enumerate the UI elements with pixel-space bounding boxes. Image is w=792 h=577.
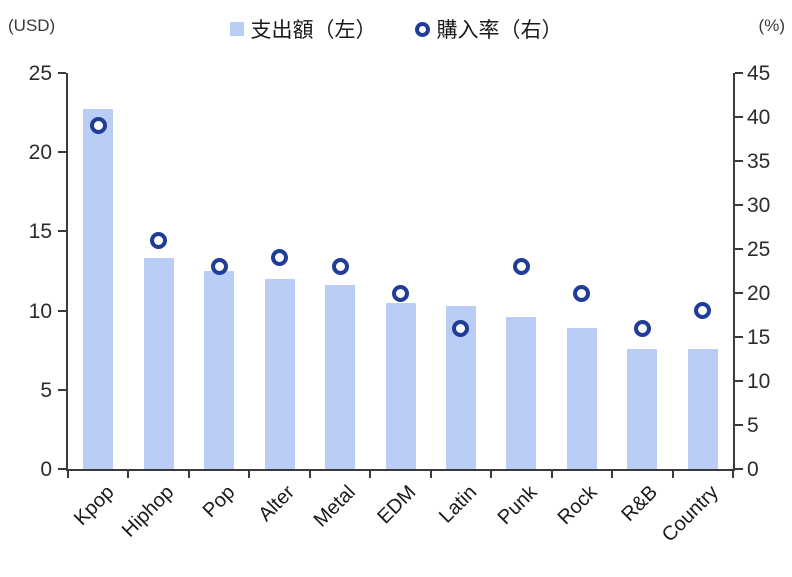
y-tick-label-right-45: 45	[747, 62, 771, 85]
bar-rock	[566, 328, 597, 469]
x-label-country: Country	[657, 481, 723, 547]
y-tick-label-right-25: 25	[747, 238, 771, 261]
bar-country	[687, 348, 718, 469]
y-tick-label-left-20: 20	[28, 141, 52, 165]
marker-hiphop	[150, 231, 168, 249]
y-tick-label-right-15: 15	[747, 326, 771, 349]
bar-metal	[325, 285, 356, 469]
x-tick-5	[369, 471, 372, 478]
legend-item-spending: 支出額（左）	[229, 14, 377, 44]
bar-kpop	[83, 109, 114, 469]
bar-edm	[385, 302, 416, 469]
marker-punk	[512, 258, 530, 276]
y-tick-label-right-0: 0	[747, 458, 759, 481]
y-tick-left-25	[58, 72, 66, 74]
y-tick-label-right-40: 40	[747, 106, 771, 129]
y-tick-right-20	[735, 292, 743, 294]
legend-rate-label: 購入率（右）	[436, 19, 563, 42]
y-tick-label-left-5: 5	[40, 378, 52, 402]
y-tick-right-40	[735, 116, 743, 118]
left-axis-unit-label: (USD)	[8, 16, 56, 35]
x-label-rb: R&B	[617, 481, 663, 526]
bar-punk	[506, 316, 537, 469]
x-label-metal: Metal	[309, 481, 360, 532]
marker-country	[694, 302, 712, 320]
marker-kpop	[89, 117, 107, 135]
marker-rb	[633, 319, 651, 337]
x-tick-4	[308, 471, 311, 478]
marker-alter	[271, 249, 289, 267]
bar-pop	[204, 271, 235, 469]
y-tick-left-10	[58, 309, 66, 312]
y-tick-right-35	[735, 160, 743, 162]
x-label-pop: Pop	[198, 481, 239, 523]
marker-metal	[331, 258, 349, 276]
y-tick-left-20	[58, 151, 66, 154]
y-axis-left	[66, 73, 68, 471]
x-label-kpop: Kpop	[69, 481, 119, 530]
y-tick-label-right-5: 5	[747, 414, 759, 437]
bar-rb	[627, 348, 658, 469]
y-tick-right-5	[735, 424, 743, 426]
x-label-hiphop: Hiphop	[118, 481, 179, 542]
x-tick-3	[248, 471, 251, 478]
x-tick-0	[67, 471, 69, 478]
y-tick-left-5	[58, 388, 66, 391]
y-tick-label-right-20: 20	[747, 282, 771, 305]
x-tick-11	[732, 471, 734, 478]
x-label-latin: Latin	[434, 481, 481, 528]
y-tick-right-45	[735, 72, 743, 74]
marker-latin	[452, 319, 470, 337]
y-tick-right-25	[735, 248, 743, 250]
legend-bar-label: 支出額（左）	[250, 19, 377, 42]
x-label-alter: Alter	[254, 481, 300, 526]
y-tick-left-0	[58, 468, 66, 470]
x-label-rock: Rock	[553, 481, 602, 530]
right-axis-unit-label: (%)	[758, 16, 785, 35]
x-tick-10	[671, 471, 674, 478]
marker-edm	[392, 284, 409, 302]
y-tick-label-right-30: 30	[747, 194, 771, 217]
x-tick-2	[187, 471, 190, 478]
y-axis-right	[733, 73, 735, 471]
bar-hiphop	[143, 258, 174, 469]
y-tick-label-left-10: 10	[28, 299, 52, 323]
legend: 支出額（左） 購入率（右）	[0, 14, 792, 44]
y-tick-right-0	[735, 468, 743, 470]
y-tick-right-30	[735, 204, 743, 206]
x-axis	[66, 469, 735, 471]
x-label-edm: EDM	[373, 481, 421, 529]
y-tick-left-15	[58, 230, 66, 233]
marker-pop	[210, 258, 228, 276]
x-tick-9	[611, 471, 614, 478]
legend-item-purchase-rate: 購入率（右）	[414, 14, 563, 44]
y-tick-right-15	[735, 336, 743, 338]
bar-alter	[264, 278, 295, 469]
x-tick-1	[127, 471, 130, 478]
legend-ring-swatch-icon	[414, 21, 430, 37]
y-tick-label-left-15: 15	[28, 220, 52, 244]
x-tick-7	[490, 471, 493, 478]
y-tick-label-right-10: 10	[747, 370, 771, 393]
y-tick-right-10	[735, 380, 743, 382]
x-tick-8	[550, 471, 553, 478]
x-label-punk: Punk	[493, 481, 542, 530]
y-tick-label-left-25: 25	[28, 62, 52, 85]
marker-rock	[573, 284, 591, 302]
y-tick-label-right-35: 35	[747, 150, 771, 173]
legend-bar-swatch-icon	[229, 22, 244, 36]
y-tick-label-left-0: 0	[40, 458, 52, 481]
x-tick-6	[429, 471, 432, 478]
